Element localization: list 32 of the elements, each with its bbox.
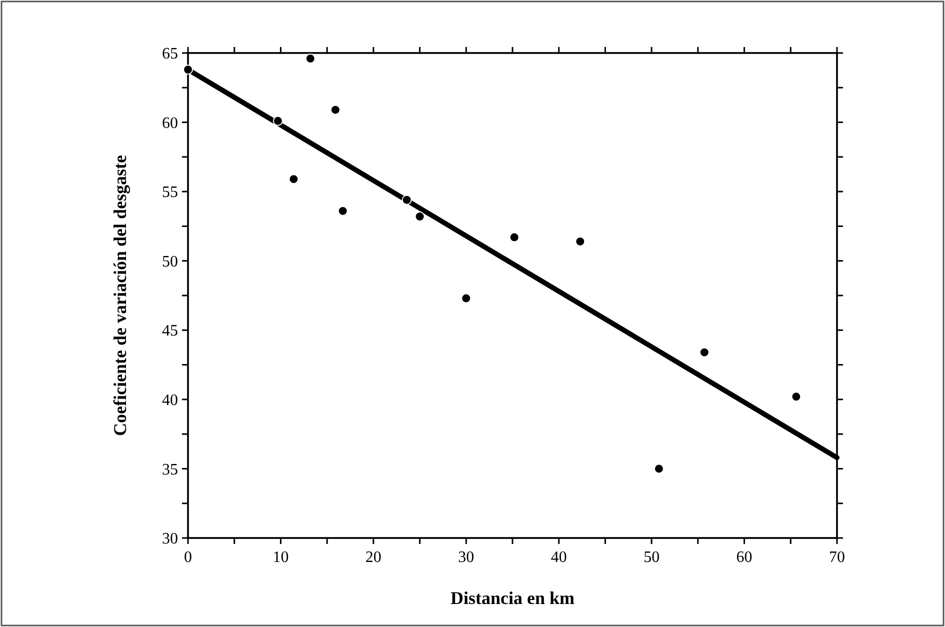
y-tick-label: 65	[162, 46, 178, 63]
y-tick-label: 50	[162, 253, 178, 270]
x-tick-label: 50	[644, 549, 660, 566]
point	[699, 347, 710, 358]
point	[330, 104, 340, 115]
y-tick-label: 55	[162, 184, 178, 202]
x-tick-label: 40	[550, 549, 567, 566]
y-tick-label: 35	[162, 461, 178, 478]
x-axis-title: Distancia en km	[450, 588, 575, 608]
point	[791, 392, 802, 402]
point	[183, 64, 193, 75]
x-tick-label: 60	[736, 549, 752, 566]
point	[414, 212, 425, 222]
x-tick-label: 0	[184, 549, 192, 566]
y-tick-label: 30	[162, 530, 178, 548]
y-axis-title: Coeficiente de variación del desgaste	[110, 155, 130, 436]
x-tick-label: 70	[829, 549, 845, 566]
point	[509, 232, 520, 242]
point	[288, 174, 299, 184]
x-tick-label: 20	[365, 549, 382, 566]
point	[654, 464, 664, 474]
point	[338, 206, 348, 216]
point	[402, 194, 412, 205]
y-tick-label: 45	[162, 322, 178, 340]
y-tick-label: 60	[162, 114, 178, 132]
x-tick-label: 10	[272, 549, 289, 566]
point	[461, 293, 472, 304]
y-tick-label: 40	[162, 392, 178, 410]
point	[272, 116, 283, 126]
point	[575, 236, 586, 246]
point	[305, 54, 316, 64]
x-tick-label: 30	[458, 549, 474, 566]
